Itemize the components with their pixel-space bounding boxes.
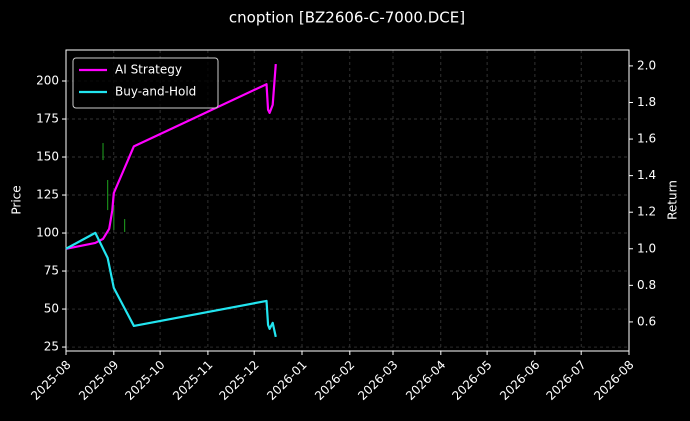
y-tick-label: 150 — [36, 150, 59, 164]
y-axis-label: Price — [10, 185, 24, 214]
plot-frame — [65, 49, 630, 352]
y2-tick-label: 2.0 — [637, 58, 656, 72]
x-tick-label: 2026-01 — [264, 358, 309, 403]
chart-title: cnoption [BZ2606-C-7000.DCE] — [229, 9, 465, 27]
x-tick-label: 2026-06 — [497, 358, 542, 403]
y-tick-label: 50 — [44, 302, 59, 316]
y2-tick-label: 1.0 — [637, 241, 656, 255]
y2-tick-label: 1.6 — [637, 132, 656, 146]
y-tick-label: 175 — [36, 112, 59, 126]
y2-tick-label: 1.8 — [637, 95, 656, 109]
legend: AI Strategy Buy-and-Hold — [72, 57, 219, 109]
y-tick-label: 200 — [36, 74, 59, 88]
legend-label: AI Strategy — [115, 63, 182, 77]
y2-tick-label: 0.6 — [637, 314, 656, 328]
x-tick-label: 2025-09 — [76, 358, 121, 403]
x-tick-label: 2025-10 — [122, 358, 167, 403]
series-line — [65, 231, 277, 338]
series-line — [65, 63, 277, 250]
x-tick-label: 2026-05 — [449, 358, 494, 403]
x-tick-label: 2025-12 — [216, 358, 261, 403]
x-tick-label: 2025-11 — [170, 358, 215, 403]
y2-tick-label: 1.2 — [637, 205, 656, 219]
y2-tick-label: 1.4 — [637, 168, 656, 182]
x-tick-label: 2026-08 — [591, 358, 636, 403]
legend-label: Buy-and-Hold — [115, 85, 196, 99]
x-tick-label: 2025-08 — [28, 358, 73, 403]
y2-axis-label: Return — [666, 180, 680, 220]
y-tick-label: 125 — [36, 188, 59, 202]
x-tick-label: 2026-04 — [403, 358, 448, 403]
y-tick-label: 75 — [44, 264, 59, 278]
y-tick-label: 100 — [36, 226, 59, 240]
legend-box — [72, 57, 219, 109]
y2-tick-label: 0.8 — [637, 278, 656, 292]
x-tick-label: 2026-02 — [312, 358, 357, 403]
x-tick-label: 2026-07 — [543, 358, 588, 403]
x-tick-label: 2026-03 — [355, 358, 400, 403]
y-tick-label: 25 — [44, 340, 59, 354]
